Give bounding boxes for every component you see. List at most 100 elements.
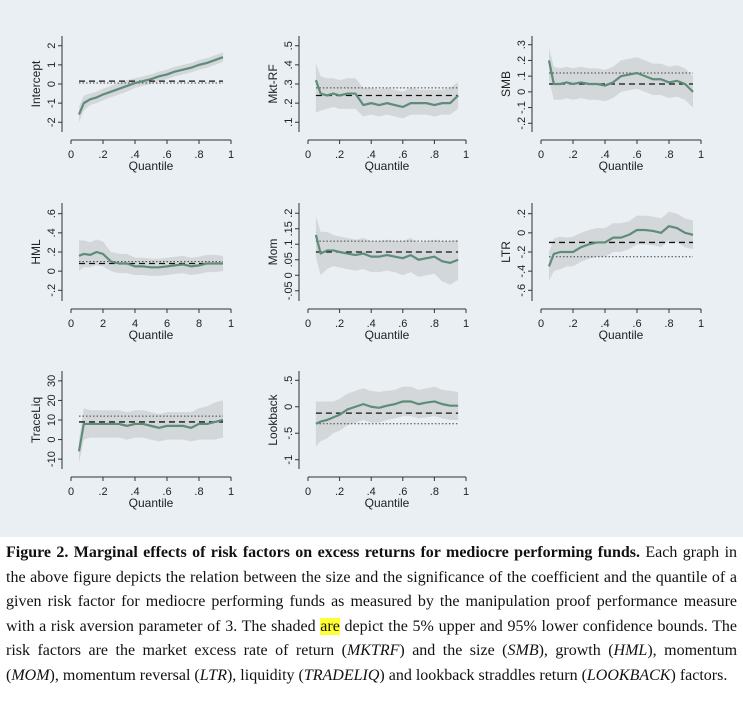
- chart-panel-intercept: -2 -1 0 1 2 0 .2 .4 .6 .8 1 Quantile Intercept: [29, 36, 234, 173]
- y-axis-label: HML: [29, 239, 43, 265]
- y-tick-label: .3: [516, 40, 528, 49]
- chart-panel-traceliq: -10 0 10 20 30 0 .2 .4 .6 .8 1 Quantile TraceLiq: [29, 371, 234, 510]
- y-tick-label: .2: [283, 209, 295, 218]
- x-tick-label: .6: [632, 149, 641, 161]
- chart-panel-ltr: -.6 -.4 -.2 0 .2 0 .2 .4 .6 .8 1 Quantile LTR: [499, 203, 704, 342]
- y-tick-label: -1: [46, 98, 58, 108]
- y-tick-label: 0: [283, 272, 295, 278]
- x-tick-label: 0: [68, 486, 74, 498]
- y-tick-label: .2: [283, 99, 295, 108]
- caption-fig-label: Figure 2.: [6, 544, 69, 561]
- x-tick-label: .8: [430, 486, 439, 498]
- x-tick-label: .8: [664, 149, 673, 161]
- y-tick-label: .15: [283, 221, 295, 236]
- y-tick-label: -.1: [516, 101, 528, 114]
- confidence-band: [79, 239, 223, 276]
- chart-panel-mom: -.05 0 .05 .1 .15 .2 0 .2 .4 .6 .8 1 Quantile Mom: [266, 203, 469, 342]
- confidence-band: [549, 211, 693, 281]
- x-tick-label: .2: [98, 486, 107, 498]
- x-axis-label: Quantile: [129, 496, 174, 510]
- series-line: [315, 400, 459, 425]
- x-tick-label: 0: [68, 318, 74, 330]
- x-tick-label: .8: [430, 149, 439, 161]
- x-tick-label: 0: [538, 149, 544, 161]
- x-axis-label: Quantile: [365, 496, 410, 510]
- x-tick-label: 1: [228, 149, 234, 161]
- x-tick-label: .6: [398, 149, 407, 161]
- y-tick-label: .5: [283, 41, 295, 50]
- x-tick-label: 0: [305, 149, 311, 161]
- x-tick-label: .6: [398, 486, 407, 498]
- y-axis-label: Lookback: [266, 393, 280, 445]
- caption-text: ), momentum reversal (: [49, 666, 200, 684]
- caption-abbrev-hml: HML: [613, 642, 648, 659]
- x-tick-label: 1: [463, 149, 469, 161]
- x-tick-label: 0: [68, 149, 74, 161]
- y-tick-label: .1: [516, 72, 528, 81]
- series-line: [314, 234, 459, 264]
- x-tick-label: .4: [130, 149, 139, 161]
- caption-title-text: Marginal effects of risk factors on exce…: [68, 544, 641, 561]
- confidence-band: [315, 216, 459, 285]
- x-tick-label: 1: [698, 318, 704, 330]
- figure-caption: Figure 2. Marginal effects of risk facto…: [6, 541, 737, 688]
- x-tick-label: .2: [335, 149, 344, 161]
- y-tick-label: 0: [516, 89, 528, 95]
- caption-abbrev-mktrf: MKTRF: [346, 642, 400, 659]
- caption-text: depict the 5% upper and 95% lower confid…: [6, 617, 738, 660]
- y-tick-label: .1: [283, 118, 295, 127]
- x-tick-label: 0: [305, 318, 311, 330]
- x-axis-label: Quantile: [129, 159, 174, 173]
- y-tick-label: -2: [46, 117, 58, 127]
- caption-highlight: are: [320, 617, 340, 635]
- y-tick-label: 0: [516, 230, 528, 236]
- confidence-band: [79, 52, 223, 123]
- y-tick-label: .4: [283, 60, 295, 69]
- caption-abbrev-smb: SMB: [507, 642, 539, 659]
- y-tick-label: -10: [46, 451, 58, 467]
- y-axis-label: Mkt-RF: [266, 64, 280, 103]
- confidence-band: [315, 62, 459, 119]
- y-tick-label: .2: [516, 209, 528, 218]
- x-axis-label: Quantile: [599, 328, 644, 342]
- y-tick-label: -.05: [283, 281, 295, 300]
- x-axis-label: Quantile: [365, 159, 410, 173]
- x-tick-label: 1: [228, 486, 234, 498]
- y-axis-label: TraceLiq: [29, 397, 43, 443]
- caption-text: ) and lookback straddles return (: [379, 666, 587, 684]
- caption-text: Each graph in the above figure depicts t…: [6, 544, 738, 635]
- y-tick-label: 10: [46, 414, 58, 426]
- x-tick-label: .6: [632, 318, 641, 330]
- chart-panel-hml: -.2 0 .2 .4 .6 0 2 4 6 8 1 Quantile HML: [29, 203, 234, 342]
- y-tick-label: .05: [283, 252, 295, 267]
- x-tick-label: 2: [100, 318, 106, 330]
- caption-abbrev-ltr: LTR: [199, 666, 227, 684]
- x-tick-label: 0: [305, 486, 311, 498]
- x-tick-label: .2: [335, 486, 344, 498]
- series-line: [314, 79, 459, 109]
- x-axis-label: Quantile: [599, 159, 644, 173]
- series-line: [77, 418, 224, 452]
- y-tick-label: 1: [46, 62, 58, 68]
- x-axis-label: Quantile: [365, 328, 410, 342]
- caption-text: ) factors.: [670, 666, 728, 684]
- x-tick-label: .4: [367, 318, 376, 330]
- x-tick-label: 0: [538, 318, 544, 330]
- x-tick-label: .4: [367, 486, 376, 498]
- series-line: [547, 60, 694, 93]
- x-tick-label: 1: [698, 149, 704, 161]
- x-tick-label: 1: [228, 318, 234, 330]
- y-tick-label: -1: [283, 455, 295, 465]
- x-tick-label: 1: [463, 486, 469, 498]
- y-tick-label: .4: [46, 228, 58, 237]
- y-tick-label: -.6: [516, 284, 528, 297]
- figure-area: -2 -1 0 1 2 0.2.4.6.8 1 Quantile Intercept .1.2.3…: [0, 0, 743, 537]
- y-tick-label: 2: [46, 43, 58, 49]
- x-tick-label: .2: [568, 318, 577, 330]
- caption-text: ) and the size (: [399, 642, 508, 659]
- caption-text: ), growth (: [538, 642, 614, 659]
- x-tick-label: .6: [398, 318, 407, 330]
- x-tick-label: .4: [600, 318, 609, 330]
- y-tick-label: -.5: [283, 427, 295, 440]
